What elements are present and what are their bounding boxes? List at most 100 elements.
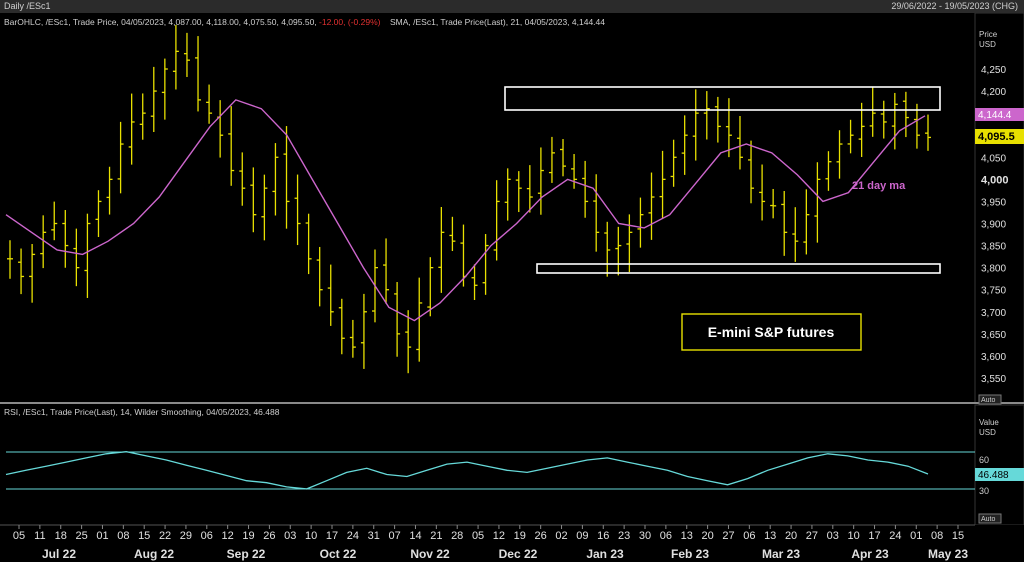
x-tick-label: 21 bbox=[430, 530, 442, 542]
x-month-label: Jan 23 bbox=[586, 547, 624, 561]
ohlc-bar bbox=[891, 92, 898, 150]
ohlc-bar bbox=[405, 310, 412, 374]
rsi-legend: RSI, /ESc1, Trade Price(Last), 14, Wilde… bbox=[4, 407, 280, 417]
x-month-label: May 23 bbox=[928, 547, 968, 561]
chart-svg[interactable]: BarOHLC, /ESc1, Trade Price, 04/05/2023,… bbox=[0, 13, 1024, 562]
price-axis-unit: USD bbox=[979, 40, 996, 49]
ohlc-bar bbox=[913, 103, 920, 149]
ohlc-bar bbox=[537, 147, 544, 215]
x-tick-label: 29 bbox=[180, 530, 192, 542]
ohlc-bar bbox=[316, 246, 323, 307]
ohlc-bar bbox=[62, 210, 69, 268]
rsi-axis-bg bbox=[974, 404, 1024, 526]
x-tick-label: 31 bbox=[368, 530, 380, 542]
ohlc-bar bbox=[427, 257, 434, 317]
title-box bbox=[681, 313, 862, 351]
ohlc-bars bbox=[7, 24, 931, 374]
ohlc-bar bbox=[239, 152, 246, 206]
x-tick-label: 27 bbox=[806, 530, 818, 542]
x-tick-label: 27 bbox=[722, 530, 734, 542]
price-tick-label: 4,050 bbox=[981, 153, 1006, 164]
x-tick-label: 24 bbox=[347, 530, 359, 542]
ohlc-bar bbox=[560, 139, 567, 177]
ohlc-bar bbox=[814, 162, 821, 243]
x-tick-label: 10 bbox=[305, 530, 317, 542]
ohlc-bar bbox=[294, 174, 301, 246]
x-month-label: Oct 22 bbox=[320, 547, 357, 561]
x-tick-label: 20 bbox=[701, 530, 713, 542]
ohlc-bar bbox=[327, 264, 334, 326]
ohlc-bar bbox=[73, 228, 80, 287]
legend-change: -12.00, (-0.29%) bbox=[317, 17, 381, 27]
rsi-auto-button[interactable] bbox=[978, 513, 1002, 524]
price-tick-label: 4,250 bbox=[981, 65, 1006, 76]
ohlc-bar bbox=[84, 213, 91, 298]
ohlc-bar bbox=[759, 164, 766, 221]
rsi-value-bg bbox=[975, 468, 1024, 481]
ohlc-bar bbox=[272, 143, 279, 216]
x-tick-label: 06 bbox=[660, 530, 672, 542]
ohlc-bar bbox=[95, 190, 102, 238]
x-tick-label: 18 bbox=[55, 530, 67, 542]
x-month-label: Nov 22 bbox=[410, 547, 450, 561]
sma-label-bg bbox=[975, 108, 1024, 121]
x-tick-label: 09 bbox=[576, 530, 588, 542]
ohlc-bar bbox=[725, 98, 732, 158]
sma-label: 4,144.4 bbox=[978, 110, 1012, 121]
price-tick-label: 3,700 bbox=[981, 308, 1006, 319]
legend-ohlc: BarOHLC, /ESc1, Trade Price, 04/05/2023,… bbox=[4, 17, 317, 27]
ohlc-bar bbox=[161, 58, 168, 120]
ohlc-bar bbox=[902, 91, 909, 138]
x-axis: 05 11 18 25 01 08 15 22 29 06 12 19 26 03 10 17 24 31 07 14… bbox=[13, 525, 968, 561]
x-tick-label: 12 bbox=[493, 530, 505, 542]
x-tick-label: 26 bbox=[535, 530, 547, 542]
ohlc-bar bbox=[283, 126, 290, 229]
ohlc-bar bbox=[172, 24, 179, 90]
x-tick-label: 16 bbox=[597, 530, 609, 542]
ohlc-bar bbox=[29, 244, 36, 303]
x-tick-label: 20 bbox=[785, 530, 797, 542]
price-tick-label: 4,000 bbox=[981, 174, 1009, 186]
ohlc-bar bbox=[515, 171, 522, 213]
ohlc-bar bbox=[604, 221, 611, 277]
x-tick-label: 24 bbox=[889, 530, 901, 542]
ohlc-bar bbox=[183, 32, 190, 77]
price-tick-label: 3,950 bbox=[981, 197, 1006, 208]
ohlc-bar bbox=[593, 174, 600, 252]
ohlc-bar bbox=[493, 180, 500, 261]
x-tick-label: 25 bbox=[75, 530, 87, 542]
ohlc-bar bbox=[748, 140, 755, 204]
ohlc-bar bbox=[736, 115, 743, 170]
x-tick-label: 19 bbox=[514, 530, 526, 542]
x-month-label: Mar 23 bbox=[762, 547, 800, 561]
last-price-label-bg bbox=[975, 129, 1024, 144]
x-tick-label: 05 bbox=[472, 530, 484, 542]
ohlc-bar bbox=[128, 93, 135, 165]
x-tick-label: 12 bbox=[222, 530, 234, 542]
x-tick-label: 17 bbox=[868, 530, 880, 542]
ohlc-bar bbox=[40, 215, 47, 269]
price-auto-button[interactable] bbox=[978, 394, 1002, 405]
rsi-value-label: 46.488 bbox=[978, 470, 1009, 481]
ohlc-bar bbox=[792, 207, 799, 262]
window-header: Daily /ESc1 29/06/2022 - 19/05/2023 (CHG… bbox=[0, 0, 1024, 13]
ohlc-bar bbox=[195, 36, 202, 112]
x-tick-label: 07 bbox=[388, 530, 400, 542]
ohlc-bar bbox=[880, 100, 887, 139]
ohlc-bar bbox=[416, 277, 423, 362]
price-axis-bg bbox=[974, 13, 1024, 404]
price-tick-label: 3,800 bbox=[981, 264, 1006, 275]
x-tick-label: 10 bbox=[848, 530, 860, 542]
price-axis-title: Price bbox=[979, 30, 998, 39]
ohlc-bar bbox=[360, 293, 367, 369]
ohlc-bar bbox=[250, 167, 257, 233]
x-tick-label: 01 bbox=[910, 530, 922, 542]
legend-sma: SMA, /ESc1, Trade Price(Last), 21, 04/05… bbox=[390, 17, 605, 27]
x-tick-label: 23 bbox=[618, 530, 630, 542]
ohlc-bar bbox=[548, 136, 555, 183]
ohlc-bar bbox=[637, 197, 644, 248]
ohlc-bar bbox=[770, 188, 777, 219]
ohlc-bar bbox=[703, 91, 710, 140]
x-tick-label: 17 bbox=[326, 530, 338, 542]
